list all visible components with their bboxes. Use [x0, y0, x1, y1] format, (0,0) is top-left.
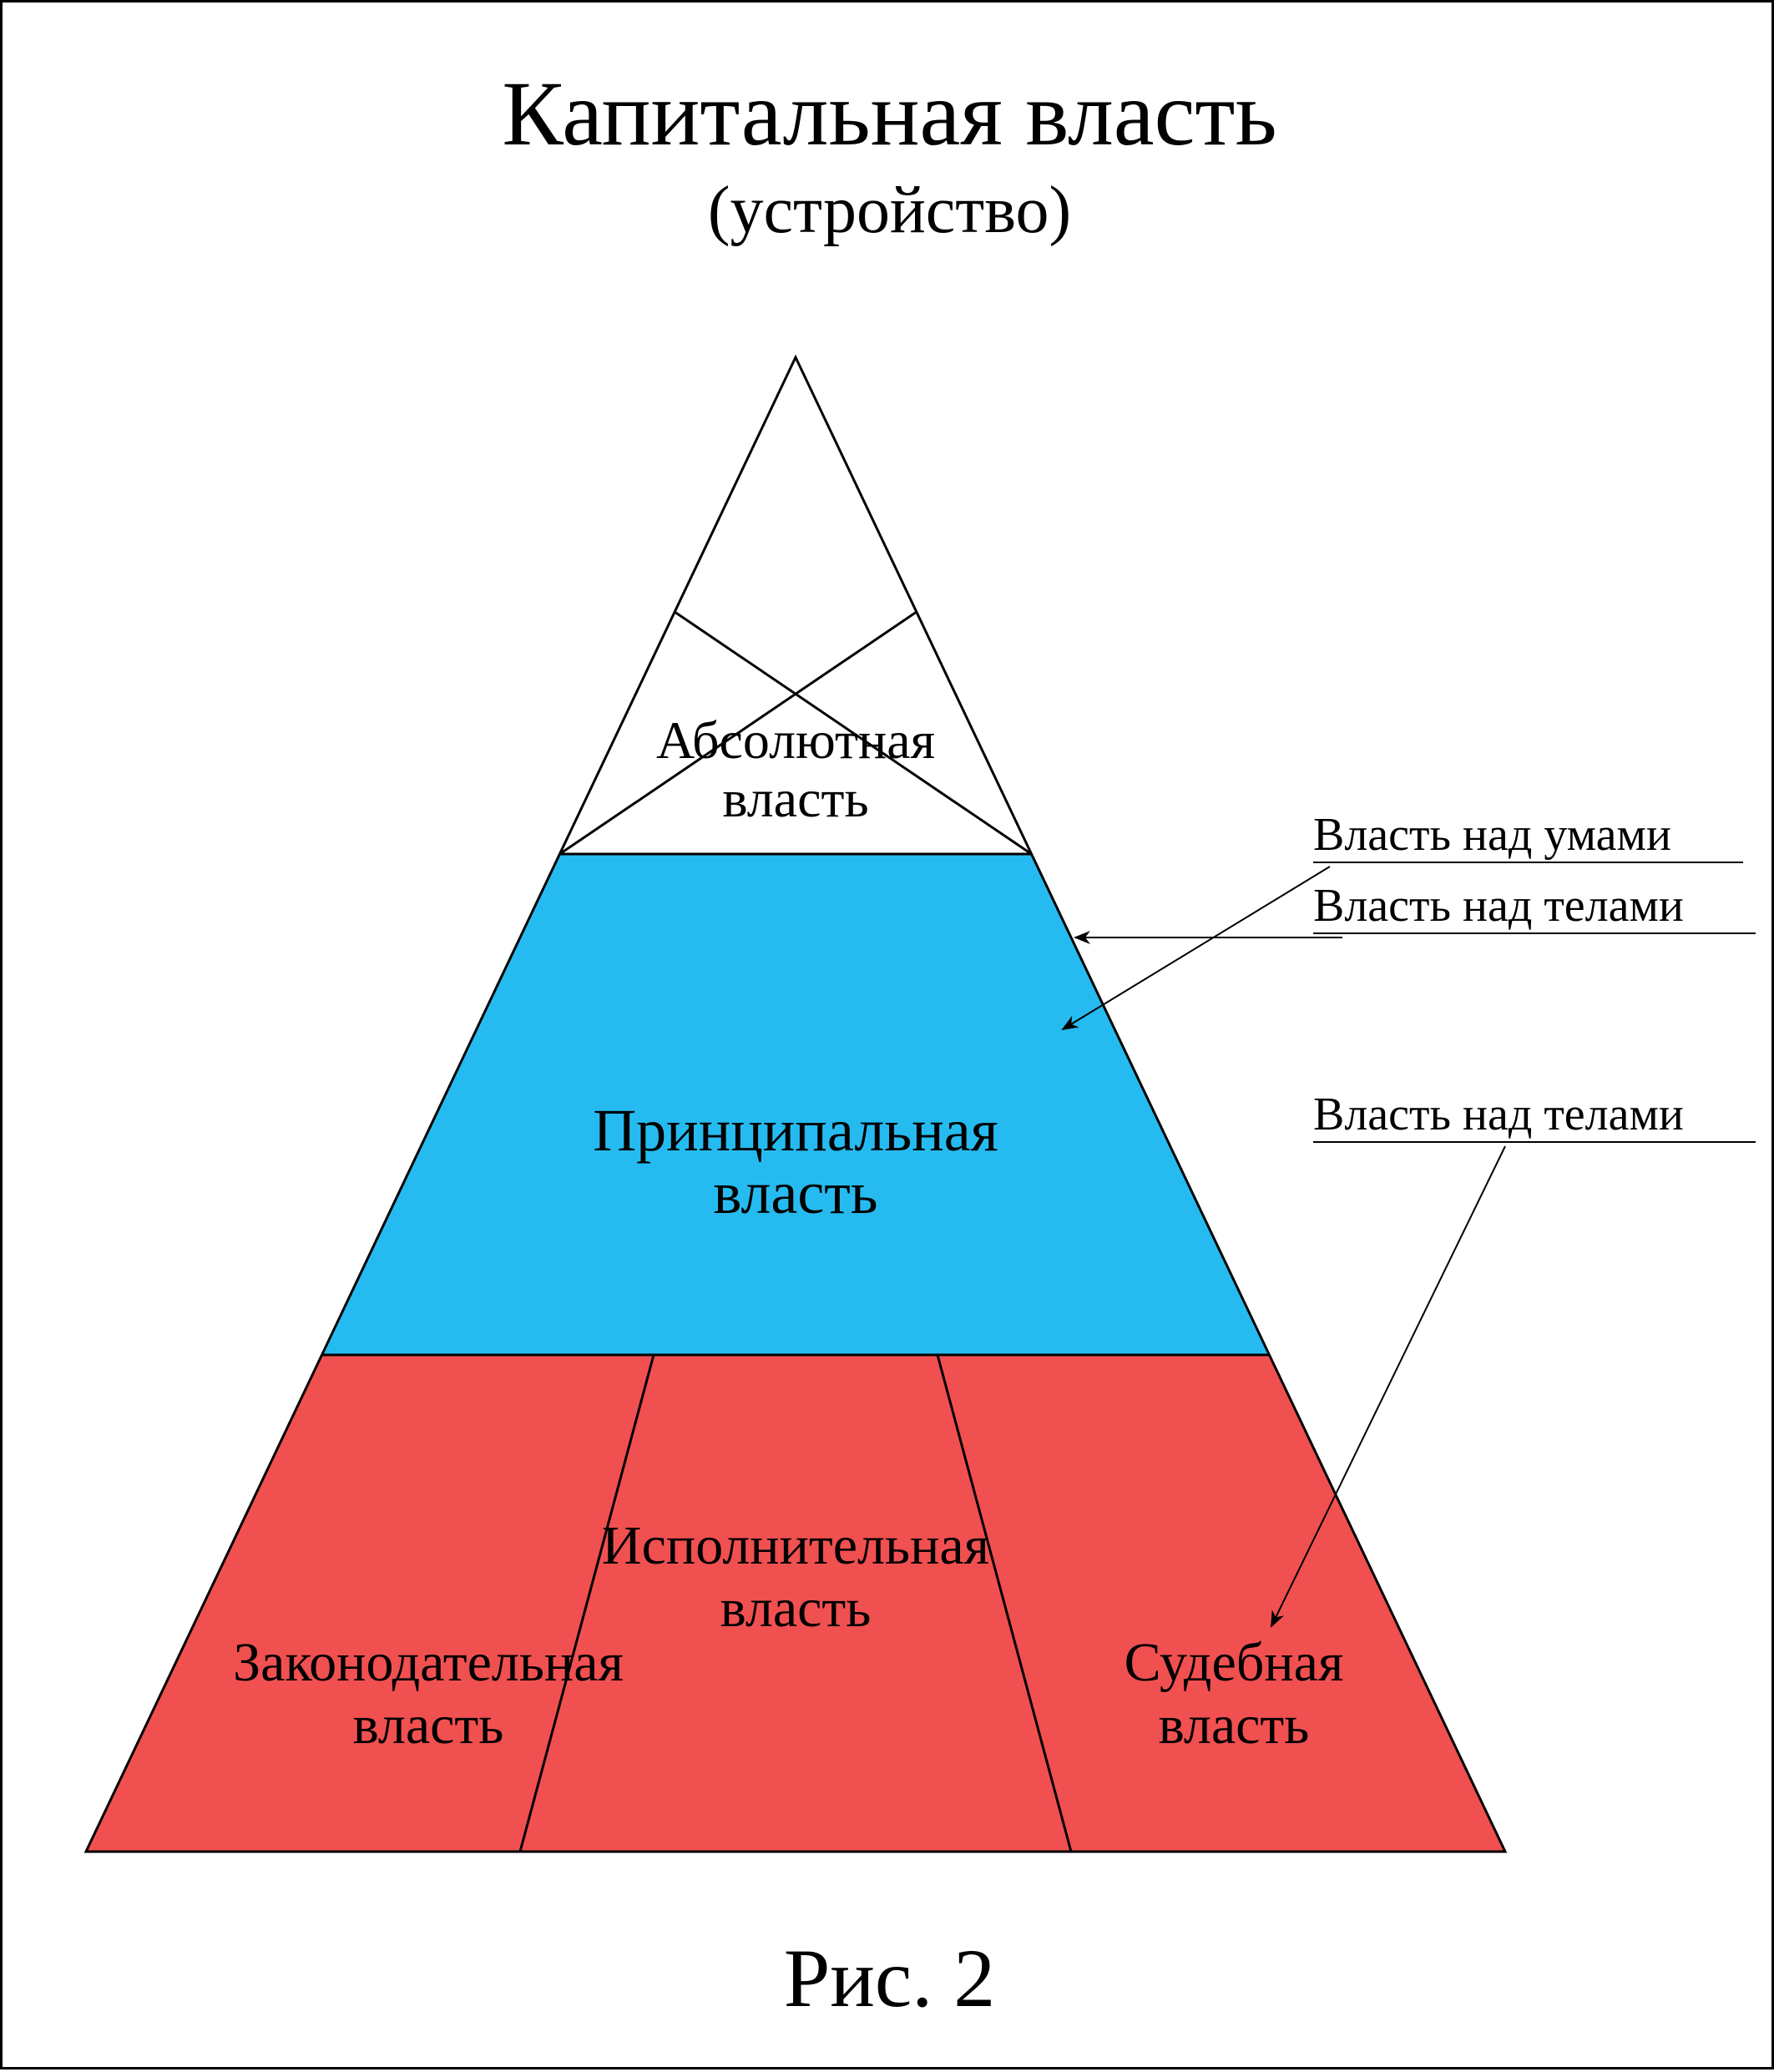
annotation-3-arrow — [1271, 1146, 1505, 1626]
label-mid-2: власть — [713, 1160, 877, 1226]
annotation-1-arrow — [1063, 867, 1330, 1029]
label-mid-1: Принципальная — [593, 1097, 998, 1164]
label-bot-left-1: Законодательная — [233, 1632, 624, 1693]
pyramid-diagram: Капитальная власть (устройство) Абсолютн… — [3, 3, 1774, 2072]
annotation-2-text: Власть над телами — [1313, 880, 1684, 932]
label-bot-left-2: власть — [353, 1695, 504, 1756]
label-bot-right-2: власть — [1159, 1695, 1310, 1756]
label-top-2: власть — [722, 769, 868, 828]
label-bot-right-1: Судебная — [1125, 1632, 1344, 1693]
label-bot-center-2: власть — [720, 1578, 872, 1639]
diagram-subtitle: (устройство) — [708, 174, 1071, 247]
label-top-1: Абсолютная — [656, 710, 935, 770]
diagram-title: Капитальная власть — [502, 63, 1276, 164]
figure-frame: Капитальная власть (устройство) Абсолютн… — [0, 0, 1774, 2069]
label-bot-center-1: Исполнительная — [602, 1515, 989, 1576]
figure-caption: Рис. 2 — [784, 1932, 996, 2024]
annotation-3-text: Власть над телами — [1313, 1089, 1684, 1140]
annotation-1-text: Власть над умами — [1313, 809, 1671, 861]
